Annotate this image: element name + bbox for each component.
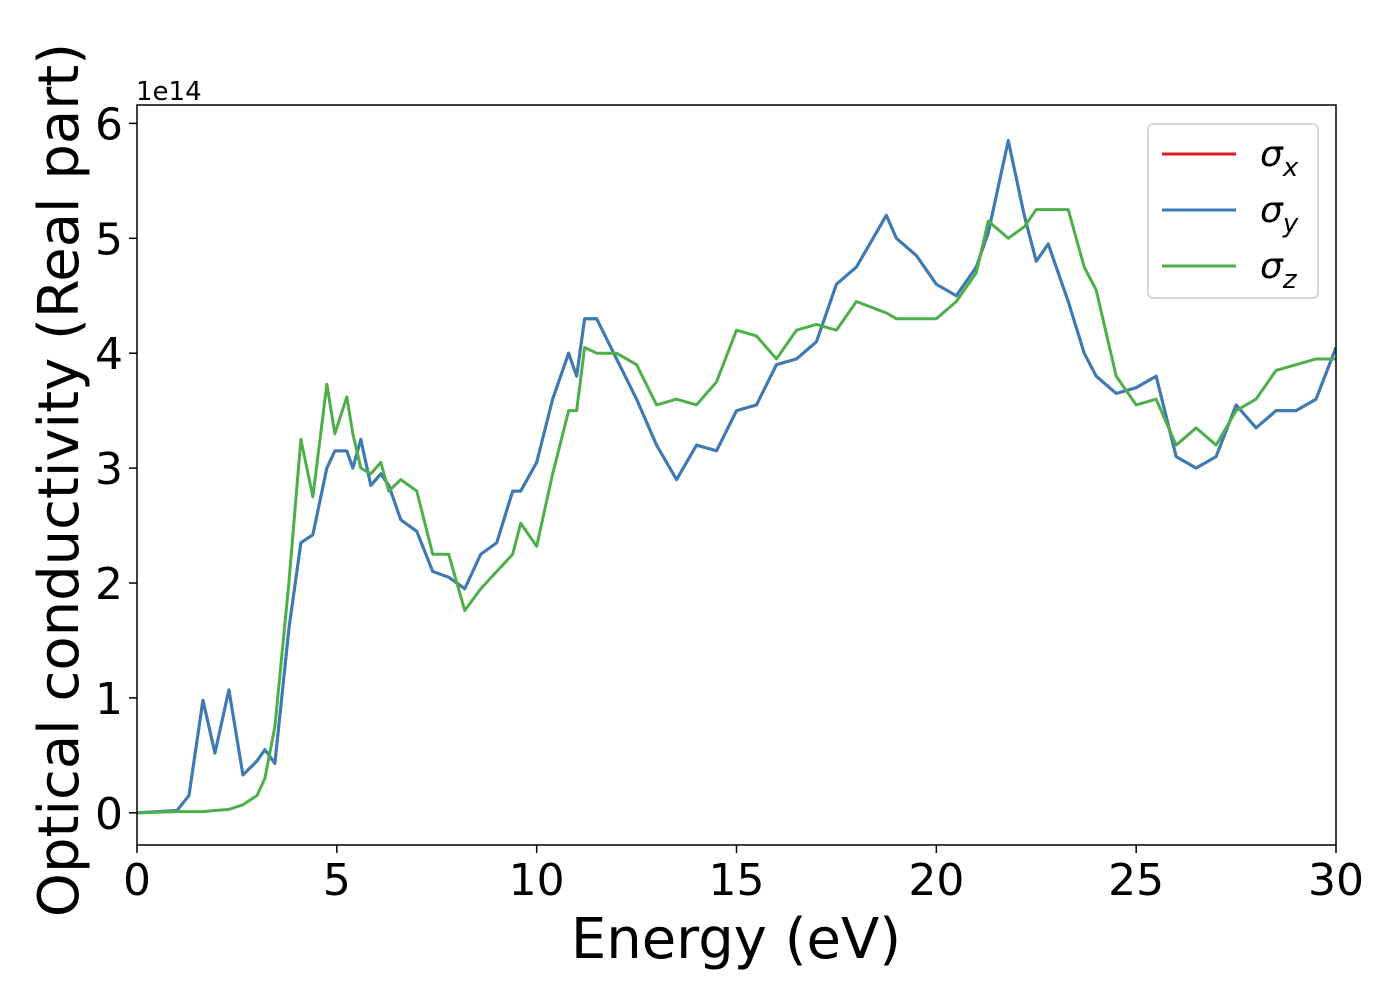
- legend-label: σx: [1260, 134, 1299, 183]
- x-tick-label: 15: [709, 855, 765, 906]
- line-series: [137, 208, 1336, 815]
- x-tick-label: 20: [908, 855, 964, 906]
- y-tick-label: 1: [95, 674, 123, 725]
- y-tick-label: 6: [95, 99, 123, 150]
- plot-frame: [136, 104, 1337, 846]
- y-tick-label: 4: [95, 329, 123, 380]
- x-tick-label: 5: [323, 855, 351, 906]
- y-tick-label: 0: [95, 789, 123, 840]
- x-tick-label: 0: [123, 855, 151, 906]
- y-tick-label: 3: [95, 444, 123, 495]
- legend-label: σz: [1260, 246, 1298, 295]
- line-series: [137, 139, 1336, 815]
- y-tick-label: 2: [95, 559, 123, 610]
- y-axis-label: Optical conductivity (Real part): [27, 43, 92, 917]
- y-tick-label: 5: [95, 214, 123, 265]
- legend-label: σy: [1260, 190, 1299, 239]
- x-tick-label: 25: [1108, 855, 1164, 906]
- x-tick-label: 30: [1308, 855, 1364, 906]
- axis-offset-label: 1e14: [136, 77, 202, 107]
- x-tick-label: 10: [509, 855, 565, 906]
- x-axis-label: Energy (eV): [571, 907, 901, 972]
